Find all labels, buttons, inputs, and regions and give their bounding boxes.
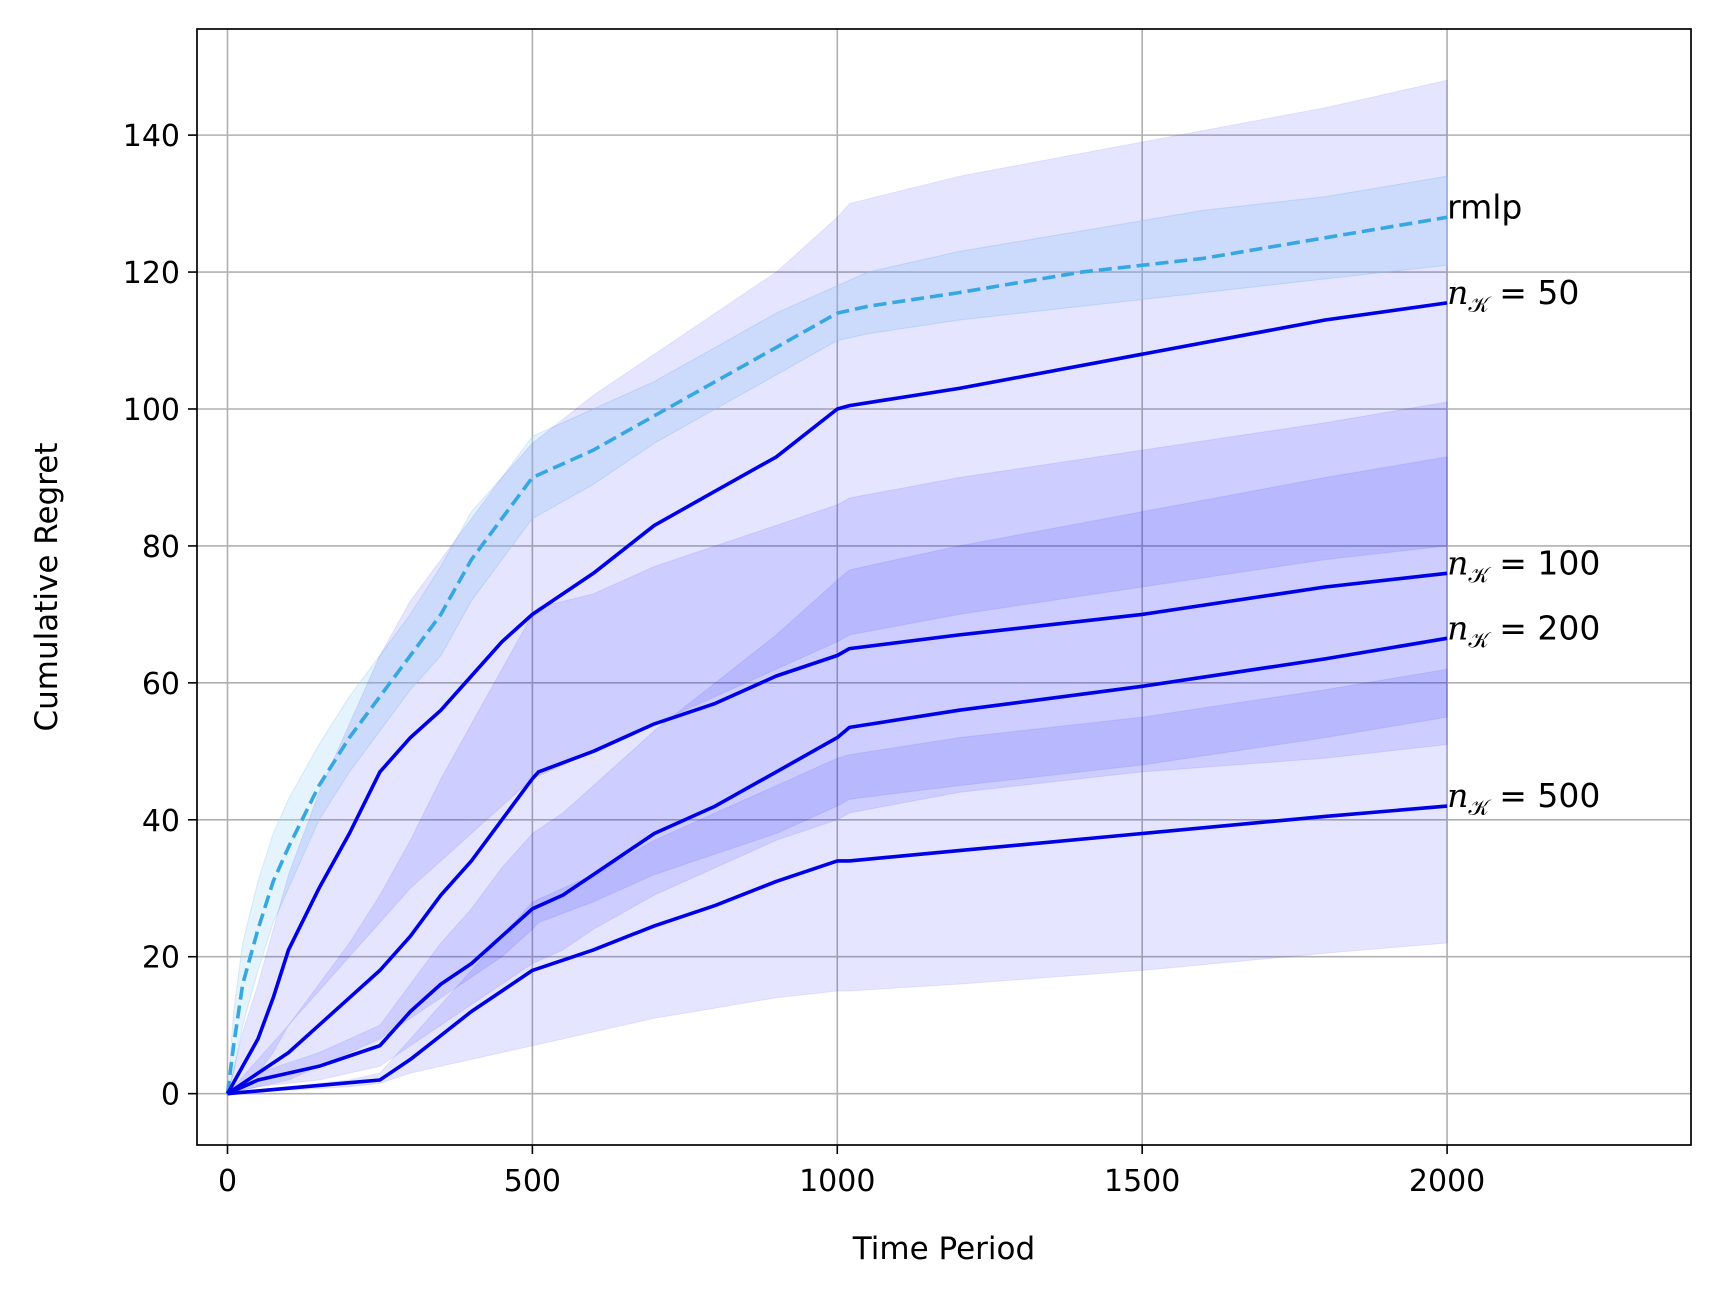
y-tick-label: 0 <box>161 1078 180 1113</box>
series-label-value: = 200 <box>1489 608 1601 647</box>
y-tick-label: 40 <box>142 804 180 839</box>
y-tick-label: 100 <box>123 393 180 428</box>
x-tick-label: 500 <box>504 1164 561 1199</box>
series-label-symbol: n <box>1447 608 1468 647</box>
x-axis-ticks: 0 500 1000 1500 2000 <box>218 1145 1485 1199</box>
series-line <box>225 301 1448 1095</box>
x-tick-label: 1500 <box>1104 1164 1180 1199</box>
series-label-value: = 500 <box>1489 776 1601 815</box>
series-label: rmlp <box>1447 187 1522 226</box>
series-label: n𝒦 = 200 <box>1447 608 1600 653</box>
series-line <box>226 636 1448 1096</box>
grid <box>197 29 1691 1145</box>
confidence-band <box>227 175 1448 1094</box>
y-tick-label: 20 <box>142 941 180 976</box>
series-label-subscript: 𝒦 <box>1468 563 1491 588</box>
confidence-band <box>226 79 1448 1095</box>
x-axis-title: Time Period <box>852 1231 1035 1267</box>
series-label-symbol: n <box>1447 543 1468 582</box>
x-tick-label: 2000 <box>1409 1164 1485 1199</box>
series-label-value: = 100 <box>1489 543 1601 582</box>
series-label-subscript: 𝒦 <box>1468 796 1491 821</box>
confidence-band <box>226 401 1448 1095</box>
series-line <box>225 215 1448 1094</box>
y-tick-label: 60 <box>142 667 180 702</box>
x-tick-label: 0 <box>218 1164 237 1199</box>
series-label: n𝒦 = 100 <box>1447 543 1600 588</box>
series-line <box>226 571 1448 1096</box>
series-label: n𝒦 = 500 <box>1447 776 1600 821</box>
y-tick-label: 120 <box>123 256 180 291</box>
y-tick-label: 80 <box>142 530 180 565</box>
series-label: n𝒦 = 50 <box>1447 273 1579 318</box>
y-tick-label: 140 <box>123 119 180 154</box>
series-label-value: = 50 <box>1489 273 1580 312</box>
x-tick-label: 1000 <box>799 1164 875 1199</box>
y-axis-title: Cumulative Regret <box>29 443 65 732</box>
series-label-symbol: n <box>1447 273 1468 312</box>
series-lines <box>225 215 1448 1096</box>
series-line <box>227 804 1448 1096</box>
series-label-symbol: n <box>1447 776 1468 815</box>
plot-frame <box>196 28 1692 1146</box>
y-axis-ticks: 0 20 40 60 80 100 120 140 <box>123 119 197 1113</box>
series-label-subscript: 𝒦 <box>1468 293 1491 318</box>
series-label-subscript: 𝒦 <box>1468 628 1491 653</box>
